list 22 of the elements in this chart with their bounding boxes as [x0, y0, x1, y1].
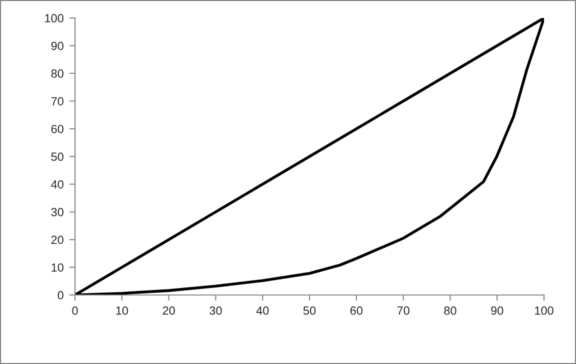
y-tick-label: 50 — [51, 152, 64, 161]
y-tick-label: 100 — [45, 14, 64, 22]
y-tick-label: 20 — [51, 236, 64, 244]
x-tick-label: 10 — [116, 306, 128, 315]
y-tick-label: 0 — [58, 291, 64, 300]
x-tick-label: 20 — [162, 306, 175, 315]
y-tick-label: 40 — [51, 180, 64, 189]
x-tick-label: 60 — [350, 306, 363, 315]
y-tick-label: 90 — [51, 42, 64, 50]
y-tick-label: 80 — [51, 69, 64, 78]
x-tick-label: 0 — [72, 306, 78, 315]
x-tick-label: 80 — [444, 306, 456, 315]
x-tick-label: 40 — [256, 306, 269, 315]
x-tick-label: 90 — [491, 306, 504, 315]
y-tick-label: 60 — [51, 124, 64, 134]
y-tick-label: 30 — [51, 208, 64, 216]
x-tick-label: 70 — [397, 306, 410, 315]
y-tick-label: 70 — [51, 97, 64, 106]
x-tick-label: 100 — [535, 306, 554, 315]
x-tick-label: 30 — [210, 306, 222, 315]
x-tick-label: 50 — [303, 306, 316, 315]
y-tick-label: 10 — [52, 263, 64, 272]
